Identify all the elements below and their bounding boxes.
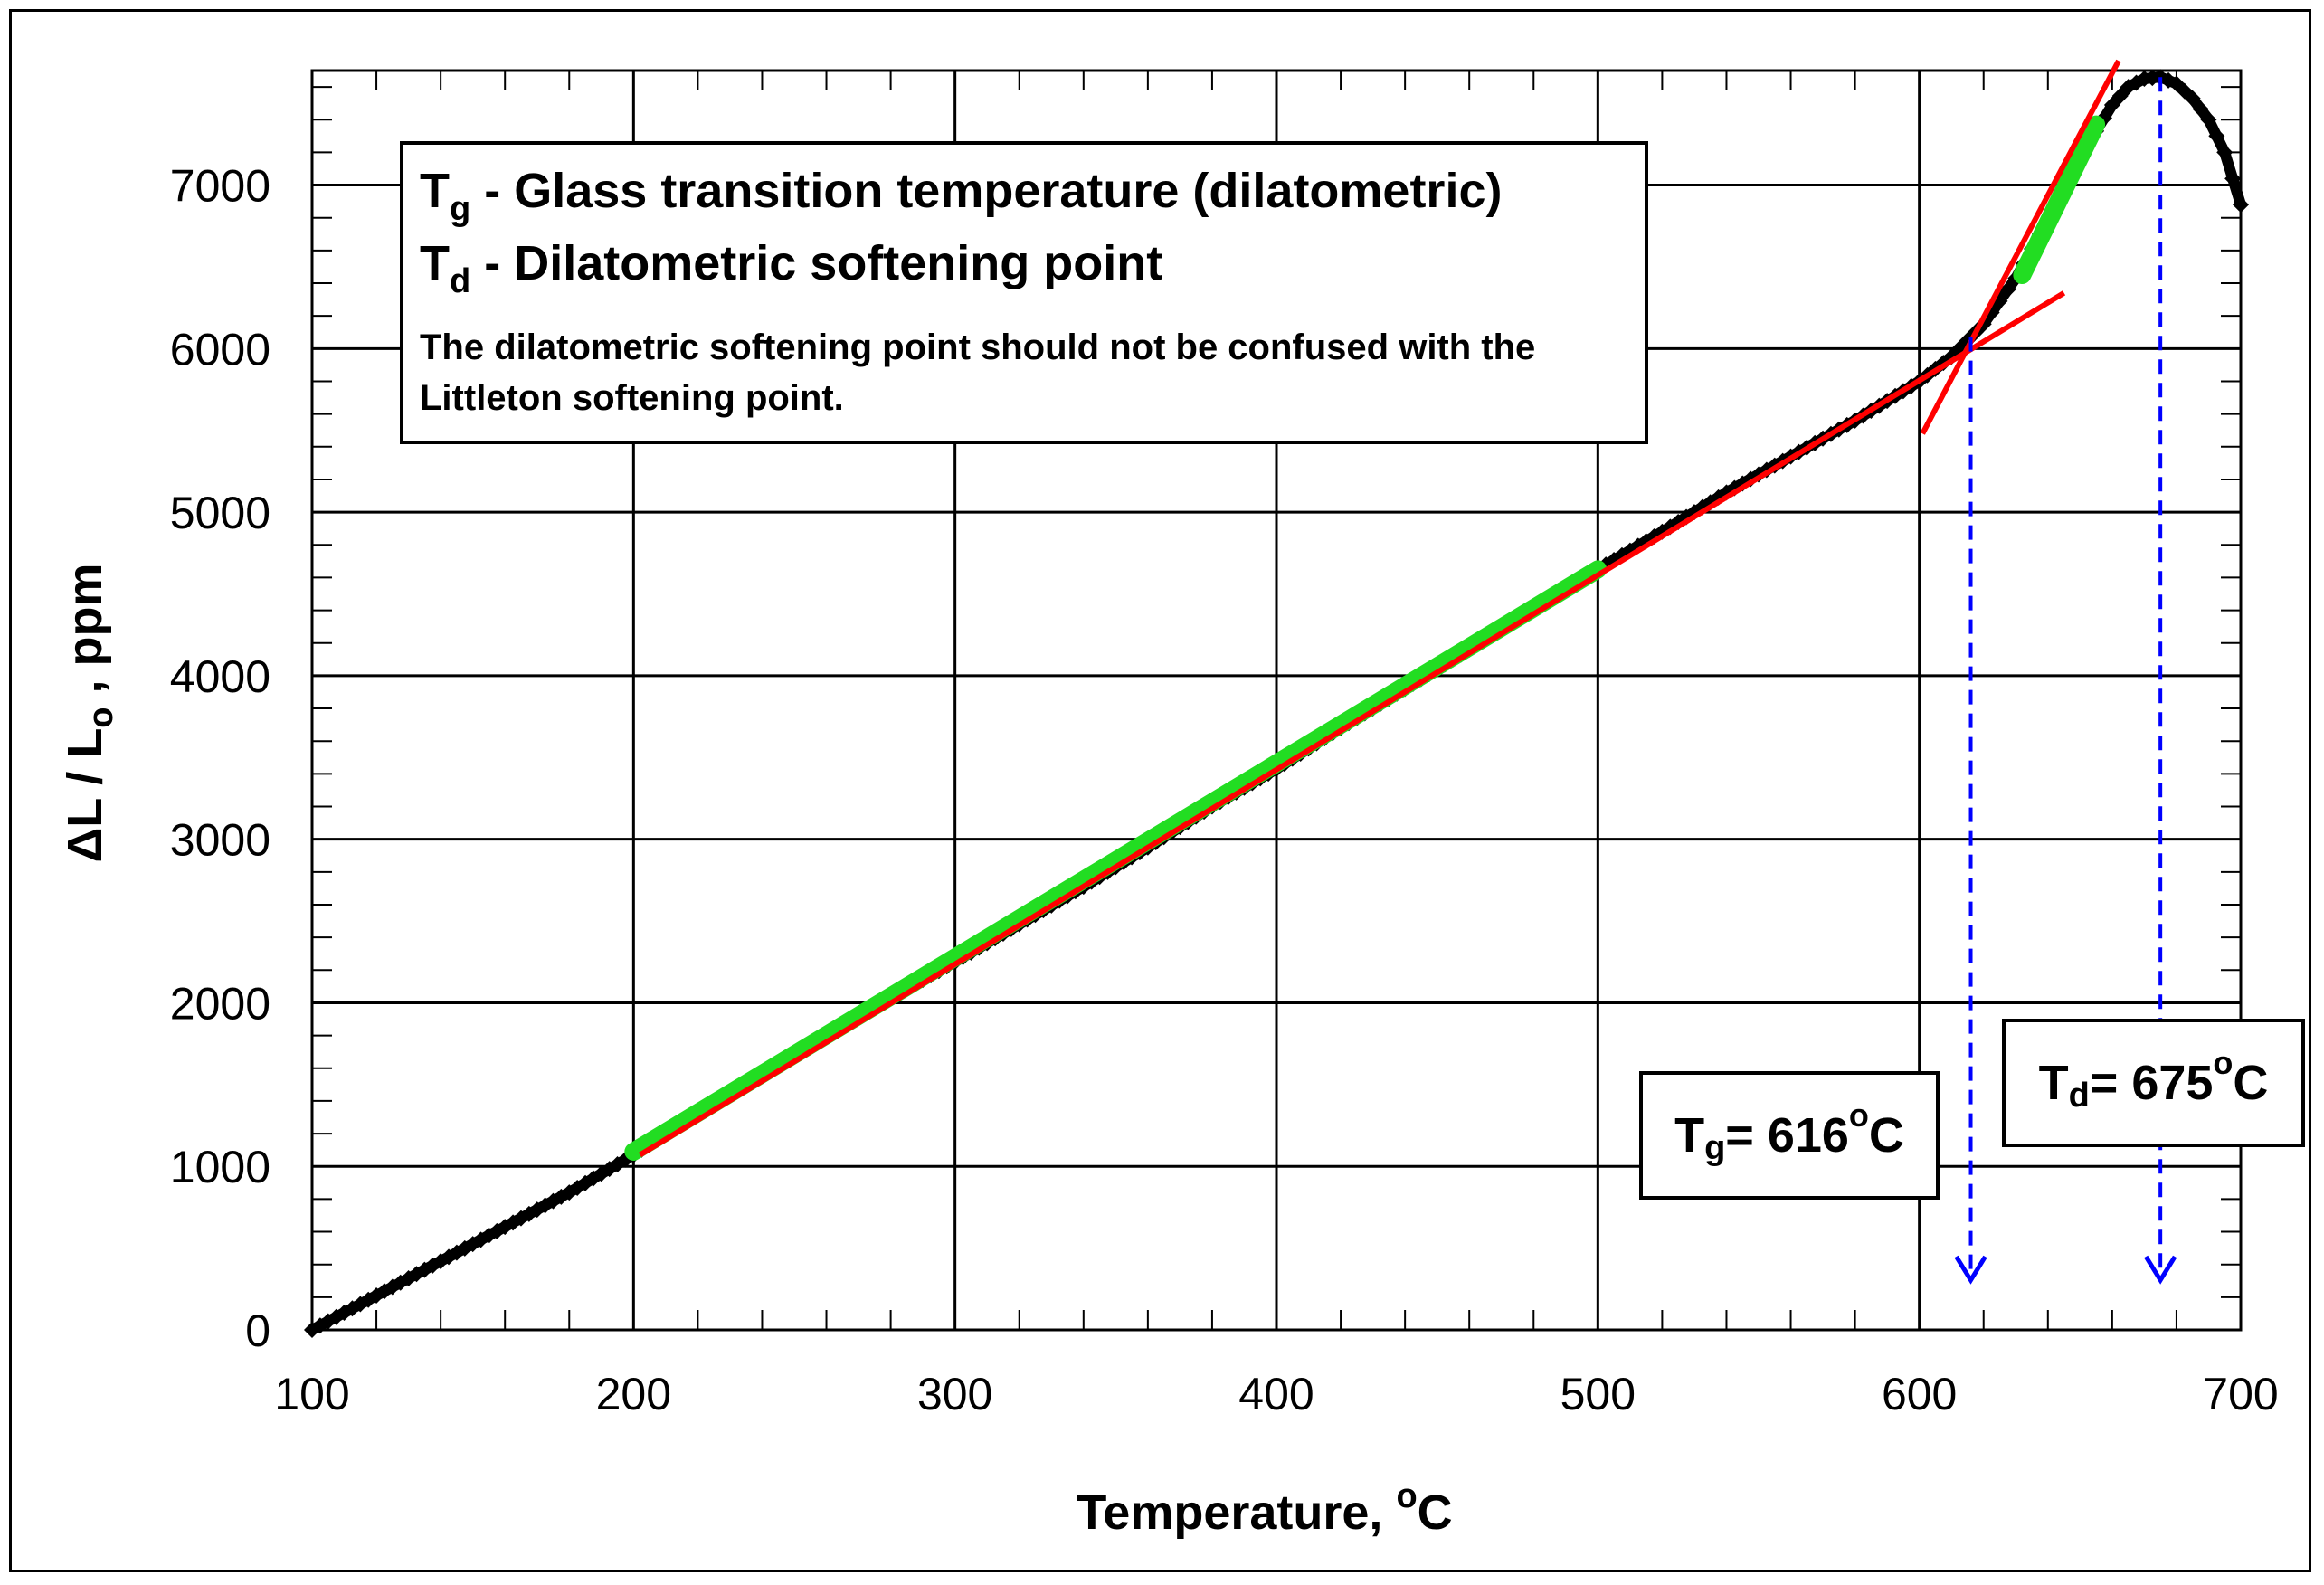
grid — [310, 69, 2243, 1332]
data-point — [448, 1244, 465, 1261]
td-arrow-head — [2144, 1255, 2177, 1285]
y-tick-label: 7000 — [170, 161, 270, 212]
data-point — [2233, 196, 2249, 214]
data-layer — [304, 59, 2249, 1338]
data-point — [2184, 90, 2201, 107]
fit-segment — [624, 560, 1608, 1161]
arrow-layer — [1954, 77, 2177, 1285]
y-tick-label: 4000 — [170, 651, 270, 702]
y-tick-label: 3000 — [170, 815, 270, 866]
fit-segment — [2013, 115, 2106, 284]
data-point — [2216, 144, 2234, 161]
y-tick-label: 1000 — [170, 1142, 270, 1192]
tg-arrow-head — [1954, 1255, 1987, 1285]
x-tick-label: 100 — [274, 1369, 349, 1419]
legend-note: The dilatometric softening point should … — [420, 327, 1536, 418]
data-point — [2111, 88, 2129, 105]
figure-frame — [9, 9, 2311, 1572]
x-tick-label: 600 — [1882, 1369, 1957, 1419]
data-point — [1999, 281, 2016, 299]
data-point — [2192, 100, 2209, 118]
y-tick-label: 2000 — [170, 978, 270, 1029]
y-axis-title: ΔL / Lo , ppm — [58, 563, 120, 862]
x-tick-label: 400 — [1238, 1369, 1314, 1419]
y-tick-label: 0 — [245, 1305, 270, 1356]
x-tick-label: 700 — [2203, 1369, 2278, 1419]
legend-td: Td - Dilatometric softening point — [420, 236, 1163, 300]
fit-line — [638, 290, 2066, 1158]
x-tick-label: 300 — [917, 1369, 992, 1419]
y-tick-label: 6000 — [170, 324, 270, 375]
fit-line — [1920, 59, 2121, 435]
tick-labels: 100 200 300 400 500 600 7000100020003000400050… — [170, 161, 2279, 1419]
x-tick-label: 200 — [596, 1369, 671, 1419]
data-point — [2224, 170, 2242, 187]
y-tick-label: 5000 — [170, 488, 270, 538]
data-point — [2200, 111, 2217, 128]
legend-box: Tg - Glass transition temperature (dilat… — [400, 141, 1648, 444]
data-point — [2103, 96, 2120, 113]
legend-tg: Tg - Glass transition temperature (dilat… — [420, 164, 1503, 228]
x-tick-label: 500 — [1560, 1369, 1636, 1419]
data-point — [2208, 128, 2225, 145]
x-axis-title: Temperature, oC — [1077, 1477, 1452, 1540]
